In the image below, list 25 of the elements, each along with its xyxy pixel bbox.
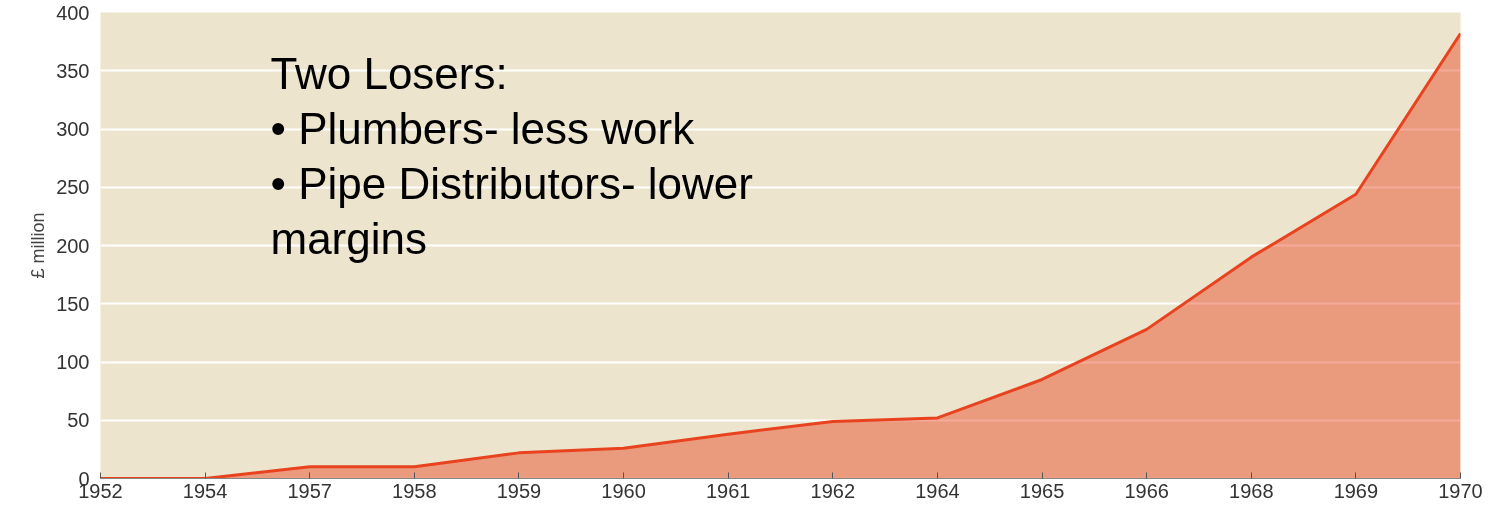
x-tick-label: 1962 [810,479,856,502]
x-tick-label: 1954 [182,479,228,502]
x-tick-label: 1965 [1019,479,1065,502]
y-tick-label: 200 [56,234,90,257]
y-tick-label: 100 [56,351,90,373]
annotation: • Plumbers- less work [270,103,696,153]
x-tick-label: 1958 [392,479,437,502]
x-tick-label: 1964 [915,479,960,502]
x-tick-label: 1961 [705,479,751,502]
y-tick-label: 250 [56,176,90,199]
x-tick-label: 1960 [601,479,646,502]
x-tick-label: 1970 [1438,479,1483,502]
y-tick-label: 350 [56,59,90,82]
y-tick-label: 50 [67,409,90,432]
annotation: Two Losers: [270,48,508,98]
x-tick-label: 1957 [287,479,332,502]
x-tick-label: 1969 [1333,479,1379,502]
x-tick-label: 1966 [1124,479,1169,502]
y-tick-label: 150 [56,292,90,315]
y-tick-label: 400 [56,1,90,24]
x-tick-label: 1968 [1229,479,1274,502]
y-tick-label: 300 [56,118,90,140]
annotation: • Pipe Distributors- lower margins [270,158,753,263]
x-tick-label: 1959 [496,479,542,502]
y-axis-title: £ million [28,212,49,279]
